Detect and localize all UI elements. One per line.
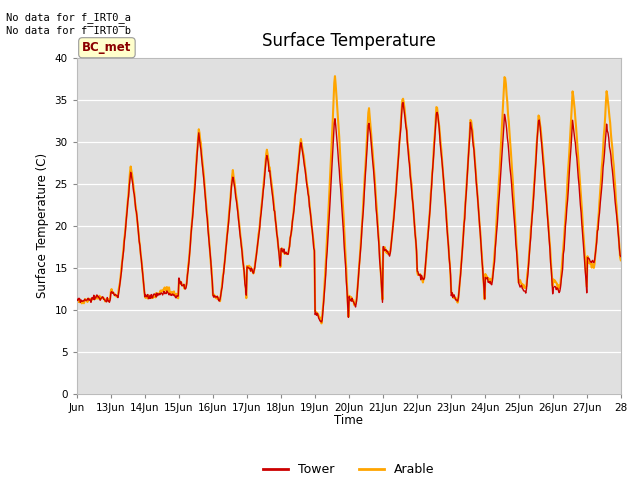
Y-axis label: Surface Temperature (C): Surface Temperature (C) bbox=[36, 153, 49, 298]
Text: No data for f_IRT0_a: No data for f_IRT0_a bbox=[6, 12, 131, 23]
Title: Surface Temperature: Surface Temperature bbox=[262, 33, 436, 50]
Text: BC_met: BC_met bbox=[82, 41, 132, 54]
Legend: Tower, Arable: Tower, Arable bbox=[258, 458, 440, 480]
Text: No data for f̅IRT0̅b: No data for f̅IRT0̅b bbox=[6, 26, 131, 36]
X-axis label: Time: Time bbox=[334, 414, 364, 427]
